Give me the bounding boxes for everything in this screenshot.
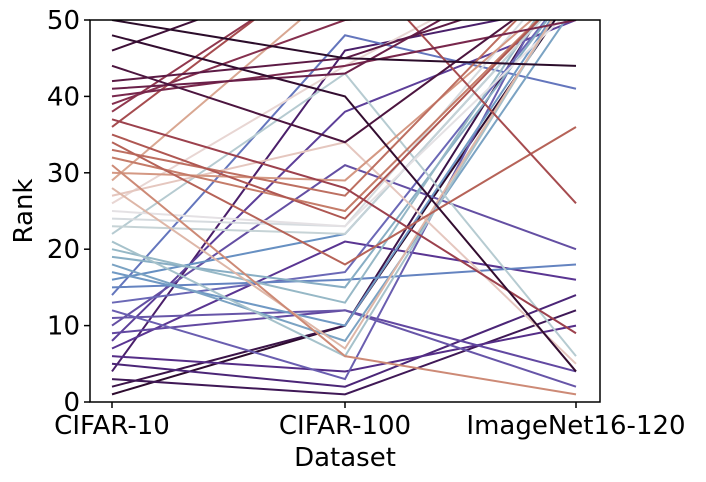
y-tick-label: 0 [63,388,80,418]
series-line-18 [111,20,567,343]
y-axis: 0 10 20 30 40 50 [47,6,90,418]
series-line-37 [111,118,577,335]
series-line-38 [111,20,254,113]
x-axis-title: Dataset [294,443,396,473]
y-tick-label: 20 [47,235,80,265]
series-line-15 [111,263,577,289]
series-line-45 [111,34,577,373]
series-line-29 [111,20,302,182]
series-line-25 [111,20,562,228]
series-line-13 [111,20,547,304]
series-line-39 [111,20,361,105]
y-tick-label: 40 [47,82,80,112]
series-line-33 [111,20,518,197]
series-lines [111,20,577,396]
series-line-28 [111,20,554,350]
series-line-7 [111,240,577,350]
y-tick-label: 10 [47,312,80,342]
y-tick-label: 30 [47,159,80,189]
series-line-46 [111,20,577,67]
series-line-41 [111,20,443,90]
series-line-31 [111,164,577,396]
series-line-20 [111,20,537,304]
x-tick-label: CIFAR-10 [54,411,170,441]
series-line-14 [111,34,577,296]
series-line-32 [111,20,539,213]
series-line-36 [111,20,577,205]
y-tick-label: 50 [47,6,80,36]
series-line-44 [111,20,200,52]
series-line-43 [111,20,515,144]
series-line-11 [111,309,577,388]
x-axis: CIFAR-10 CIFAR-100 ImageNet16-120 [54,402,686,441]
series-line-34 [111,126,577,266]
x-tick-label: CIFAR-100 [279,411,411,441]
x-tick-label: ImageNet16-120 [466,411,685,441]
series-line-35 [111,20,541,220]
series-line-3 [111,309,577,396]
series-line-6 [111,324,577,373]
series-line-10 [111,164,577,327]
y-axis-title: Rank [9,179,39,244]
series-line-5 [111,294,577,388]
series-line-40 [111,20,577,98]
series-line-12 [111,20,537,381]
series-line-19 [111,20,549,289]
